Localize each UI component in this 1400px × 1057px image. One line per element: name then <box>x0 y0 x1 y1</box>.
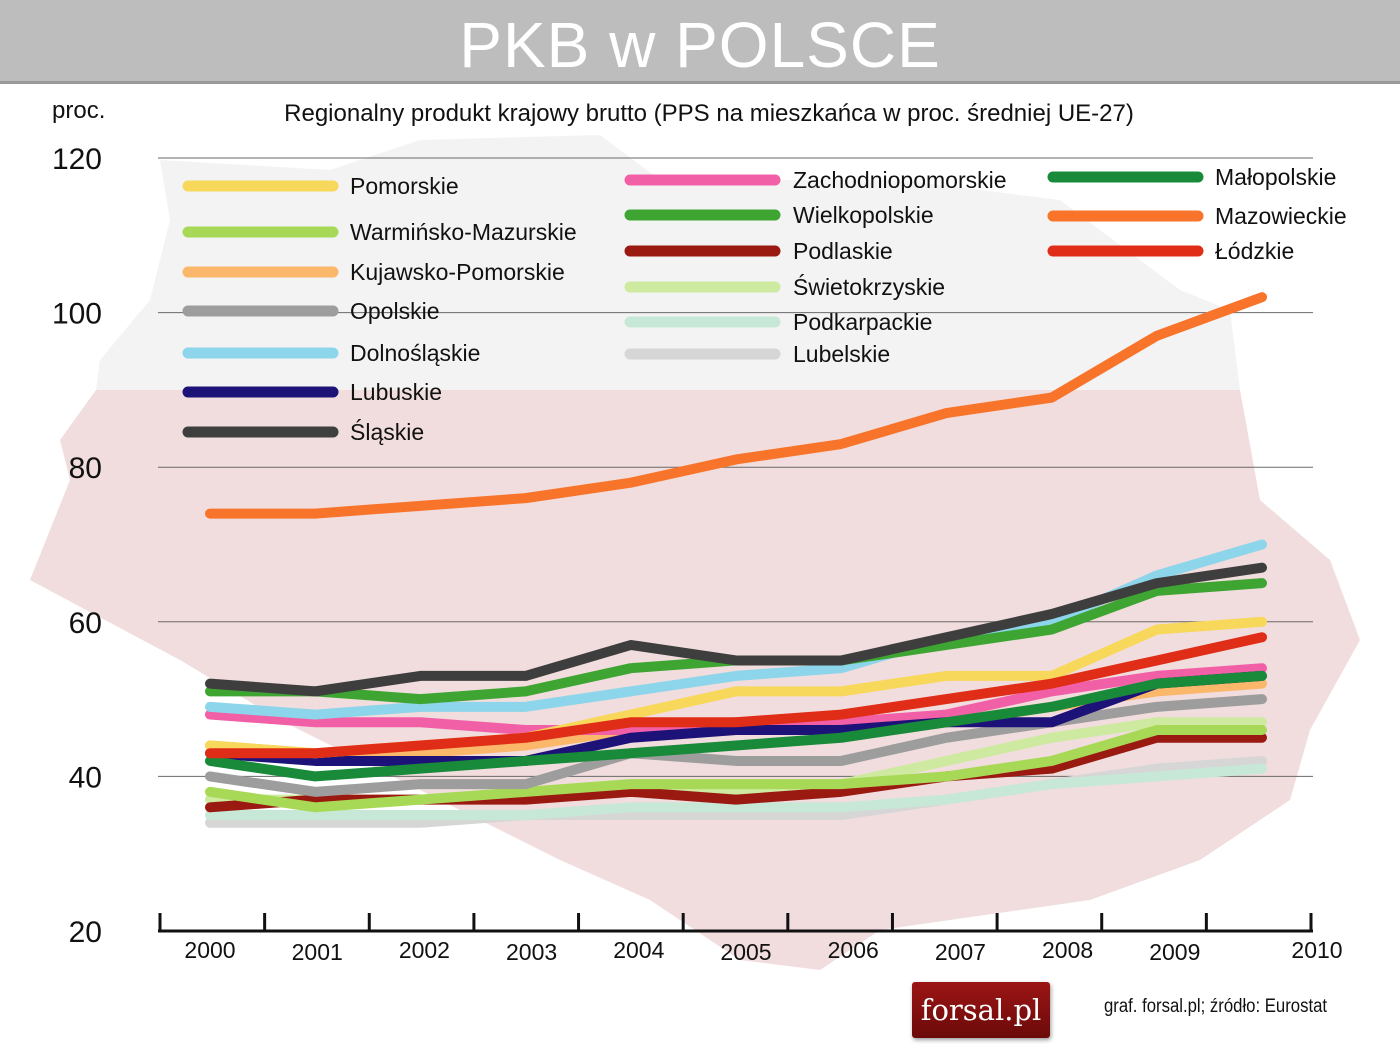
series-line <box>205 763 1267 821</box>
series-line <box>205 670 1267 782</box>
x-axis: 2000 2001 2002 2003 2004 2005 2006 2007 2008 2009… <box>158 913 1343 965</box>
y-tick-label: 80 <box>69 452 102 485</box>
x-tick-label: 2002 <box>399 937 450 963</box>
x-tick-label: 2009 <box>1149 939 1200 965</box>
x-tick-label: 2006 <box>828 937 879 963</box>
legend-label: Podkarpackie <box>793 309 932 335</box>
y-tick-label: 40 <box>69 761 102 794</box>
title-banner: PKB w POLSCE <box>0 0 1400 84</box>
series-line <box>205 562 1267 697</box>
y-tick-label: 120 <box>52 143 102 176</box>
legend-label: Świetokrzyskie <box>793 273 945 300</box>
y-axis-unit-label: proc. <box>52 97 105 124</box>
x-tick-label: 2001 <box>292 939 343 965</box>
map-north-half <box>96 135 1240 390</box>
x-tick-label: 2007 <box>935 939 986 965</box>
y-tick-label: 20 <box>69 916 102 949</box>
series-line <box>205 292 1267 519</box>
page-title: PKB w POLSCE <box>459 9 941 81</box>
x-tick-label: 2003 <box>506 939 557 965</box>
forsal-logo[interactable]: forsal.pl <box>912 982 1050 1038</box>
series-line <box>205 670 1267 766</box>
x-tick-label: 2008 <box>1042 937 1093 963</box>
legend-label: Łódzkie <box>1215 238 1294 264</box>
x-tick-label: 2000 <box>184 937 235 963</box>
legend-label: Kujawsko-Pomorskie <box>350 259 565 285</box>
logo-text: forsal.pl <box>920 993 1042 1027</box>
poland-map-background <box>30 135 1360 970</box>
legend-label: Warmińsko-Mazurskie <box>350 219 577 245</box>
legend-label: Mazowieckie <box>1215 203 1347 229</box>
legend-label: Podlaskie <box>793 238 893 264</box>
legend: Pomorskie Warmińsko-Mazurskie Kujawsko-Pom… <box>182 164 1347 445</box>
source-note: graf. forsal.pl; źródło: Eurostat <box>1104 996 1328 1017</box>
legend-label: Zachodniopomorskie <box>793 167 1007 193</box>
series-line <box>205 694 1267 797</box>
legend-label: Opolskie <box>350 298 439 324</box>
legend-label: Pomorskie <box>350 173 459 199</box>
legend-label: Lubuskie <box>350 379 442 405</box>
chart-subtitle: Regionalny produkt krajowy brutto (PPS n… <box>284 100 1134 127</box>
legend-label: Małopolskie <box>1215 164 1336 190</box>
legend-label: Lubelskie <box>793 341 890 367</box>
legend-label: Wielkopolskie <box>793 202 934 228</box>
y-axis-ticks: 20 40 60 80 100 120 <box>52 143 102 949</box>
y-tick-label: 60 <box>69 607 102 640</box>
x-tick-label: 2004 <box>613 937 664 963</box>
legend-label: Śląskie <box>350 418 424 445</box>
legend-label: Dolnośląskie <box>350 340 480 366</box>
series-line <box>205 632 1267 759</box>
series-lines <box>205 292 1267 828</box>
x-tick-label: 2005 <box>720 939 771 965</box>
y-tick-label: 100 <box>52 298 102 331</box>
x-tick-label: 2010 <box>1291 937 1342 963</box>
series-line <box>205 725 1267 813</box>
